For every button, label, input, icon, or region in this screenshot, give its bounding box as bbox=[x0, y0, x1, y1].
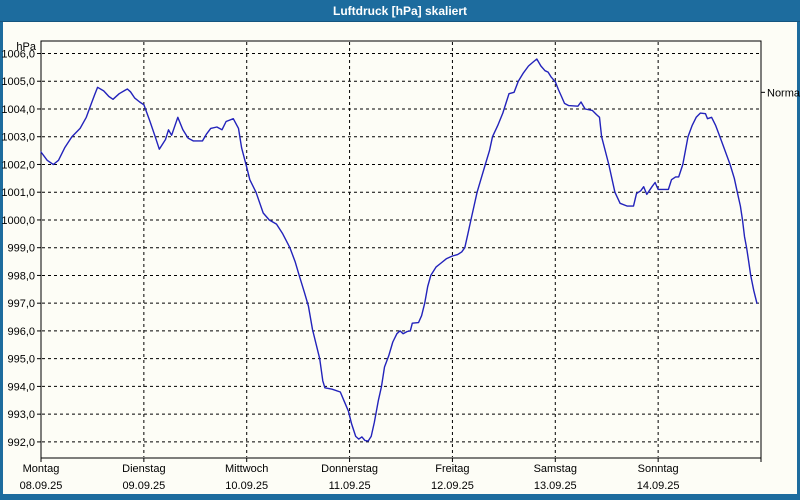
x-date-label: 12.09.25 bbox=[431, 480, 474, 492]
x-day-label: Sonntag bbox=[638, 463, 679, 475]
y-tick-label: 1002,0 bbox=[1, 159, 35, 171]
x-date-label: 10.09.25 bbox=[225, 480, 268, 492]
y-tick-label: 1006,0 bbox=[1, 48, 35, 60]
x-day-label: Dienstag bbox=[122, 463, 165, 475]
y-tick-label: 999,0 bbox=[7, 243, 35, 255]
x-day-label: Samstag bbox=[534, 463, 577, 475]
plot-border bbox=[40, 40, 762, 459]
x-date-label: 08.09.25 bbox=[20, 480, 63, 492]
y-tick-label: 1005,0 bbox=[1, 76, 35, 88]
chart-panel bbox=[3, 22, 797, 494]
y-tick-label: 1004,0 bbox=[1, 104, 35, 116]
y-tick-label: 1003,0 bbox=[1, 132, 35, 144]
y-tick-label: 1001,0 bbox=[1, 187, 35, 199]
x-date-label: 13.09.25 bbox=[534, 480, 577, 492]
y-tick-label: 1000,0 bbox=[1, 215, 35, 227]
normal-label: Normal bbox=[767, 87, 800, 99]
window-titlebar[interactable]: Luftdruck [hPa] skaliert bbox=[0, 0, 800, 22]
y-tick-label: 997,0 bbox=[7, 298, 35, 310]
x-date-label: 09.09.25 bbox=[122, 480, 165, 492]
y-tick-label: 995,0 bbox=[7, 354, 35, 366]
window-title: Luftdruck [hPa] skaliert bbox=[332, 3, 468, 18]
x-date-label: 11.09.25 bbox=[329, 480, 371, 492]
y-axis-unit-label: hPa bbox=[16, 41, 36, 53]
x-day-label: Mittwoch bbox=[225, 463, 268, 475]
x-day-label: Montag bbox=[23, 463, 60, 475]
x-date-label: 14.09.25 bbox=[637, 480, 680, 492]
y-tick-label: 993,0 bbox=[7, 409, 35, 421]
y-tick-label: 996,0 bbox=[7, 326, 35, 338]
x-day-label: Donnerstag bbox=[321, 463, 378, 475]
y-tick-label: 992,0 bbox=[7, 437, 35, 449]
x-day-label: Freitag bbox=[435, 463, 469, 475]
y-tick-label: 994,0 bbox=[7, 381, 35, 393]
y-tick-label: 998,0 bbox=[7, 270, 35, 282]
pressure-curve bbox=[40, 58, 758, 442]
